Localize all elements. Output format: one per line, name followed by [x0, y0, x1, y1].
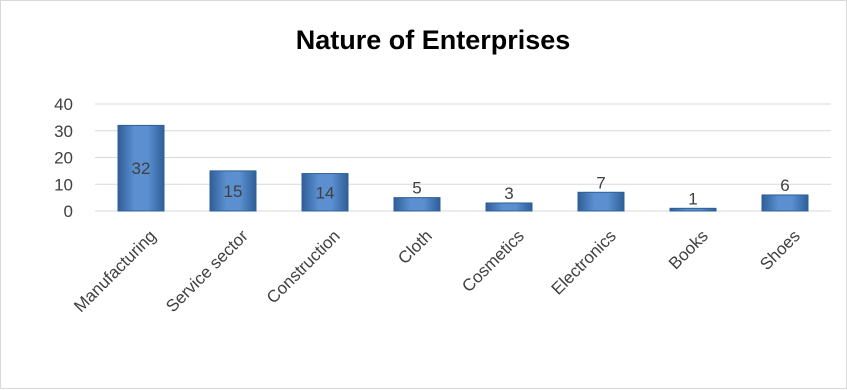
data-labels: 32 15 14 5 3 7 1 6	[132, 159, 790, 208]
y-tick-label: 10	[54, 175, 73, 194]
x-tick-label: Construction	[263, 226, 344, 307]
gridlines	[95, 103, 831, 212]
data-label: 14	[316, 183, 335, 202]
data-label: 6	[780, 176, 789, 195]
x-axis-ticks: Manufacturing Service sector Construction C…	[70, 226, 804, 316]
x-tick-label: Books	[665, 226, 712, 273]
x-tick-label: Service sector	[162, 226, 252, 316]
bar-cloth	[393, 197, 441, 212]
y-tick-label: 0	[64, 202, 73, 221]
bar-electronics	[577, 191, 625, 212]
bar-construction	[301, 173, 349, 212]
x-tick-label: Cloth	[394, 226, 435, 267]
y-tick-label: 40	[54, 95, 73, 114]
x-tick-label: Manufacturing	[70, 226, 160, 316]
data-label: 7	[596, 173, 605, 192]
x-tick-label: Electronics	[548, 226, 620, 298]
y-tick-label: 30	[54, 122, 73, 141]
bars	[117, 124, 809, 212]
y-tick-label: 20	[54, 149, 73, 168]
data-label: 3	[504, 184, 513, 203]
x-tick-label: Shoes	[756, 226, 804, 274]
data-label: 32	[132, 159, 151, 178]
x-tick-label: Cosmetics	[458, 226, 528, 296]
chart-title: Nature of Enterprises	[296, 25, 571, 55]
bar-books	[669, 207, 717, 212]
bar-manufacturing	[117, 124, 165, 212]
data-label: 1	[688, 189, 697, 208]
y-axis-ticks: 0 10 20 30 40	[54, 95, 73, 221]
data-label: 5	[412, 179, 421, 198]
bar-cosmetics	[485, 202, 533, 212]
data-label: 15	[224, 182, 243, 201]
bar-shoes	[761, 194, 809, 212]
bar-service-sector	[209, 170, 257, 212]
